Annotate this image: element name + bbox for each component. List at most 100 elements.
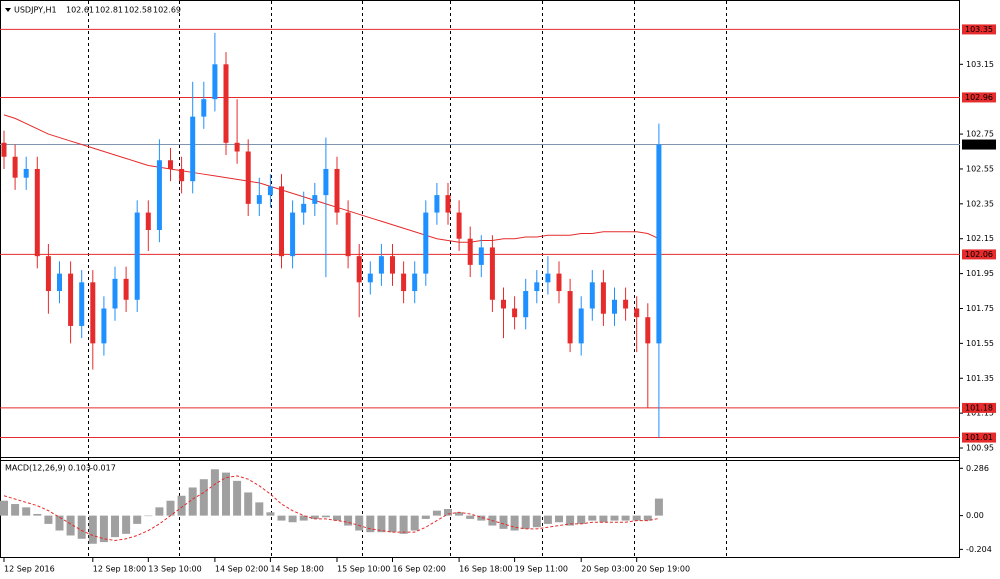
macd-bar (577, 515, 586, 524)
macd-bar (122, 515, 131, 534)
macd-bar (377, 515, 386, 533)
current-price-box (962, 139, 996, 150)
macd-bar (321, 515, 330, 518)
macd-bar (532, 515, 541, 528)
macd-bar (210, 469, 219, 516)
macd-bar (288, 515, 297, 523)
macd-bar (499, 515, 508, 529)
candle-body (179, 168, 185, 182)
x-tick-label: 12 Sep 2016 (4, 565, 55, 574)
candle-body (123, 278, 129, 300)
candle-body (501, 299, 506, 309)
y-tick-label: 100.95 (966, 444, 994, 453)
macd-bar (188, 487, 197, 516)
macd-bar (510, 515, 519, 531)
candle-body (134, 212, 140, 300)
candle-body (301, 203, 307, 213)
level-label: 101.18 (965, 403, 993, 412)
macd-bar (266, 512, 275, 516)
level-label: 102.96 (965, 93, 993, 102)
candle-body (401, 273, 407, 292)
candle-body (478, 247, 484, 265)
level-label-box (962, 92, 996, 103)
candle-body (267, 186, 273, 196)
level-label-box (962, 432, 996, 443)
candle-body (290, 212, 296, 257)
candle-body (423, 212, 429, 274)
level-label-box (962, 24, 996, 35)
macd-bar (233, 480, 242, 516)
macd-bar (444, 509, 452, 516)
macd-bar (610, 515, 619, 521)
candle-body (623, 299, 629, 309)
candle-body (512, 308, 518, 318)
macd-bar (555, 515, 563, 523)
macd-y-tick-label: 0.286 (966, 464, 989, 473)
macd-bar (255, 502, 264, 516)
macd-signal-value: -0.017 (90, 464, 116, 473)
candle-body (223, 64, 229, 143)
candle-body (279, 186, 284, 257)
macd-bar (599, 515, 608, 523)
candle-body (534, 282, 540, 292)
candle-body (434, 195, 440, 213)
candle-body (523, 291, 529, 318)
candle-body (489, 247, 495, 300)
y-tick-label: 101.55 (966, 339, 994, 348)
candle-body (323, 168, 329, 196)
candle-body (412, 273, 418, 292)
menu-triangle (5, 8, 11, 12)
macd-bar (543, 515, 552, 524)
macd-bar (77, 515, 86, 539)
level-label: 101.01 (965, 433, 993, 442)
macd-bar (22, 507, 31, 516)
candle-body (367, 273, 373, 283)
macd-bar (133, 515, 142, 524)
candle-body (112, 278, 118, 309)
candle-body (201, 99, 207, 117)
level-label: 102.06 (965, 250, 993, 259)
macd-bar (432, 510, 441, 516)
candle-body (356, 256, 362, 283)
y-tick-label: 101.35 (966, 374, 994, 383)
macd-bar (11, 504, 20, 516)
macd-bar (155, 507, 164, 516)
candle-body (567, 291, 573, 344)
candle-body (578, 308, 584, 344)
macd-bar (111, 515, 119, 538)
macd-bar (388, 515, 397, 533)
macd-bar (277, 515, 286, 521)
y-tick-label: 102.55 (966, 164, 994, 173)
macd-bar (244, 492, 253, 516)
x-tick-label: 14 Sep 02:00 (215, 565, 268, 574)
macd-bar (222, 472, 230, 516)
header-ohlc: 102.61 (66, 6, 94, 15)
header-ohlc: 102.81 (95, 6, 123, 15)
candle-body (23, 168, 29, 178)
candle-body (156, 160, 162, 230)
candle-body (378, 256, 384, 274)
candle-body (145, 212, 151, 230)
candle-body (168, 160, 173, 169)
macd-bar (299, 515, 308, 521)
candle-body (445, 195, 451, 213)
macd-bar (199, 479, 208, 516)
y-tick-label: 101.15 (966, 409, 994, 418)
frame (0, 0, 960, 558)
macd-bar (643, 515, 652, 521)
macd-bar (166, 500, 175, 516)
macd-y-tick-label: -0.204 (966, 545, 992, 554)
candle-body (589, 282, 595, 309)
x-tick-label: 15 Sep 10:00 (337, 565, 390, 574)
macd-bar (654, 498, 663, 516)
candle-body (556, 273, 562, 292)
y-tick-label: 103.15 (966, 60, 994, 69)
macd-bar (366, 515, 375, 533)
candle-body (345, 212, 351, 257)
candle-body (68, 273, 74, 326)
candle-body (456, 212, 462, 239)
y-tick-label: 102.35 (966, 199, 994, 208)
candle-body (12, 156, 18, 178)
macd-bar (466, 515, 475, 519)
candle-body (90, 282, 96, 344)
